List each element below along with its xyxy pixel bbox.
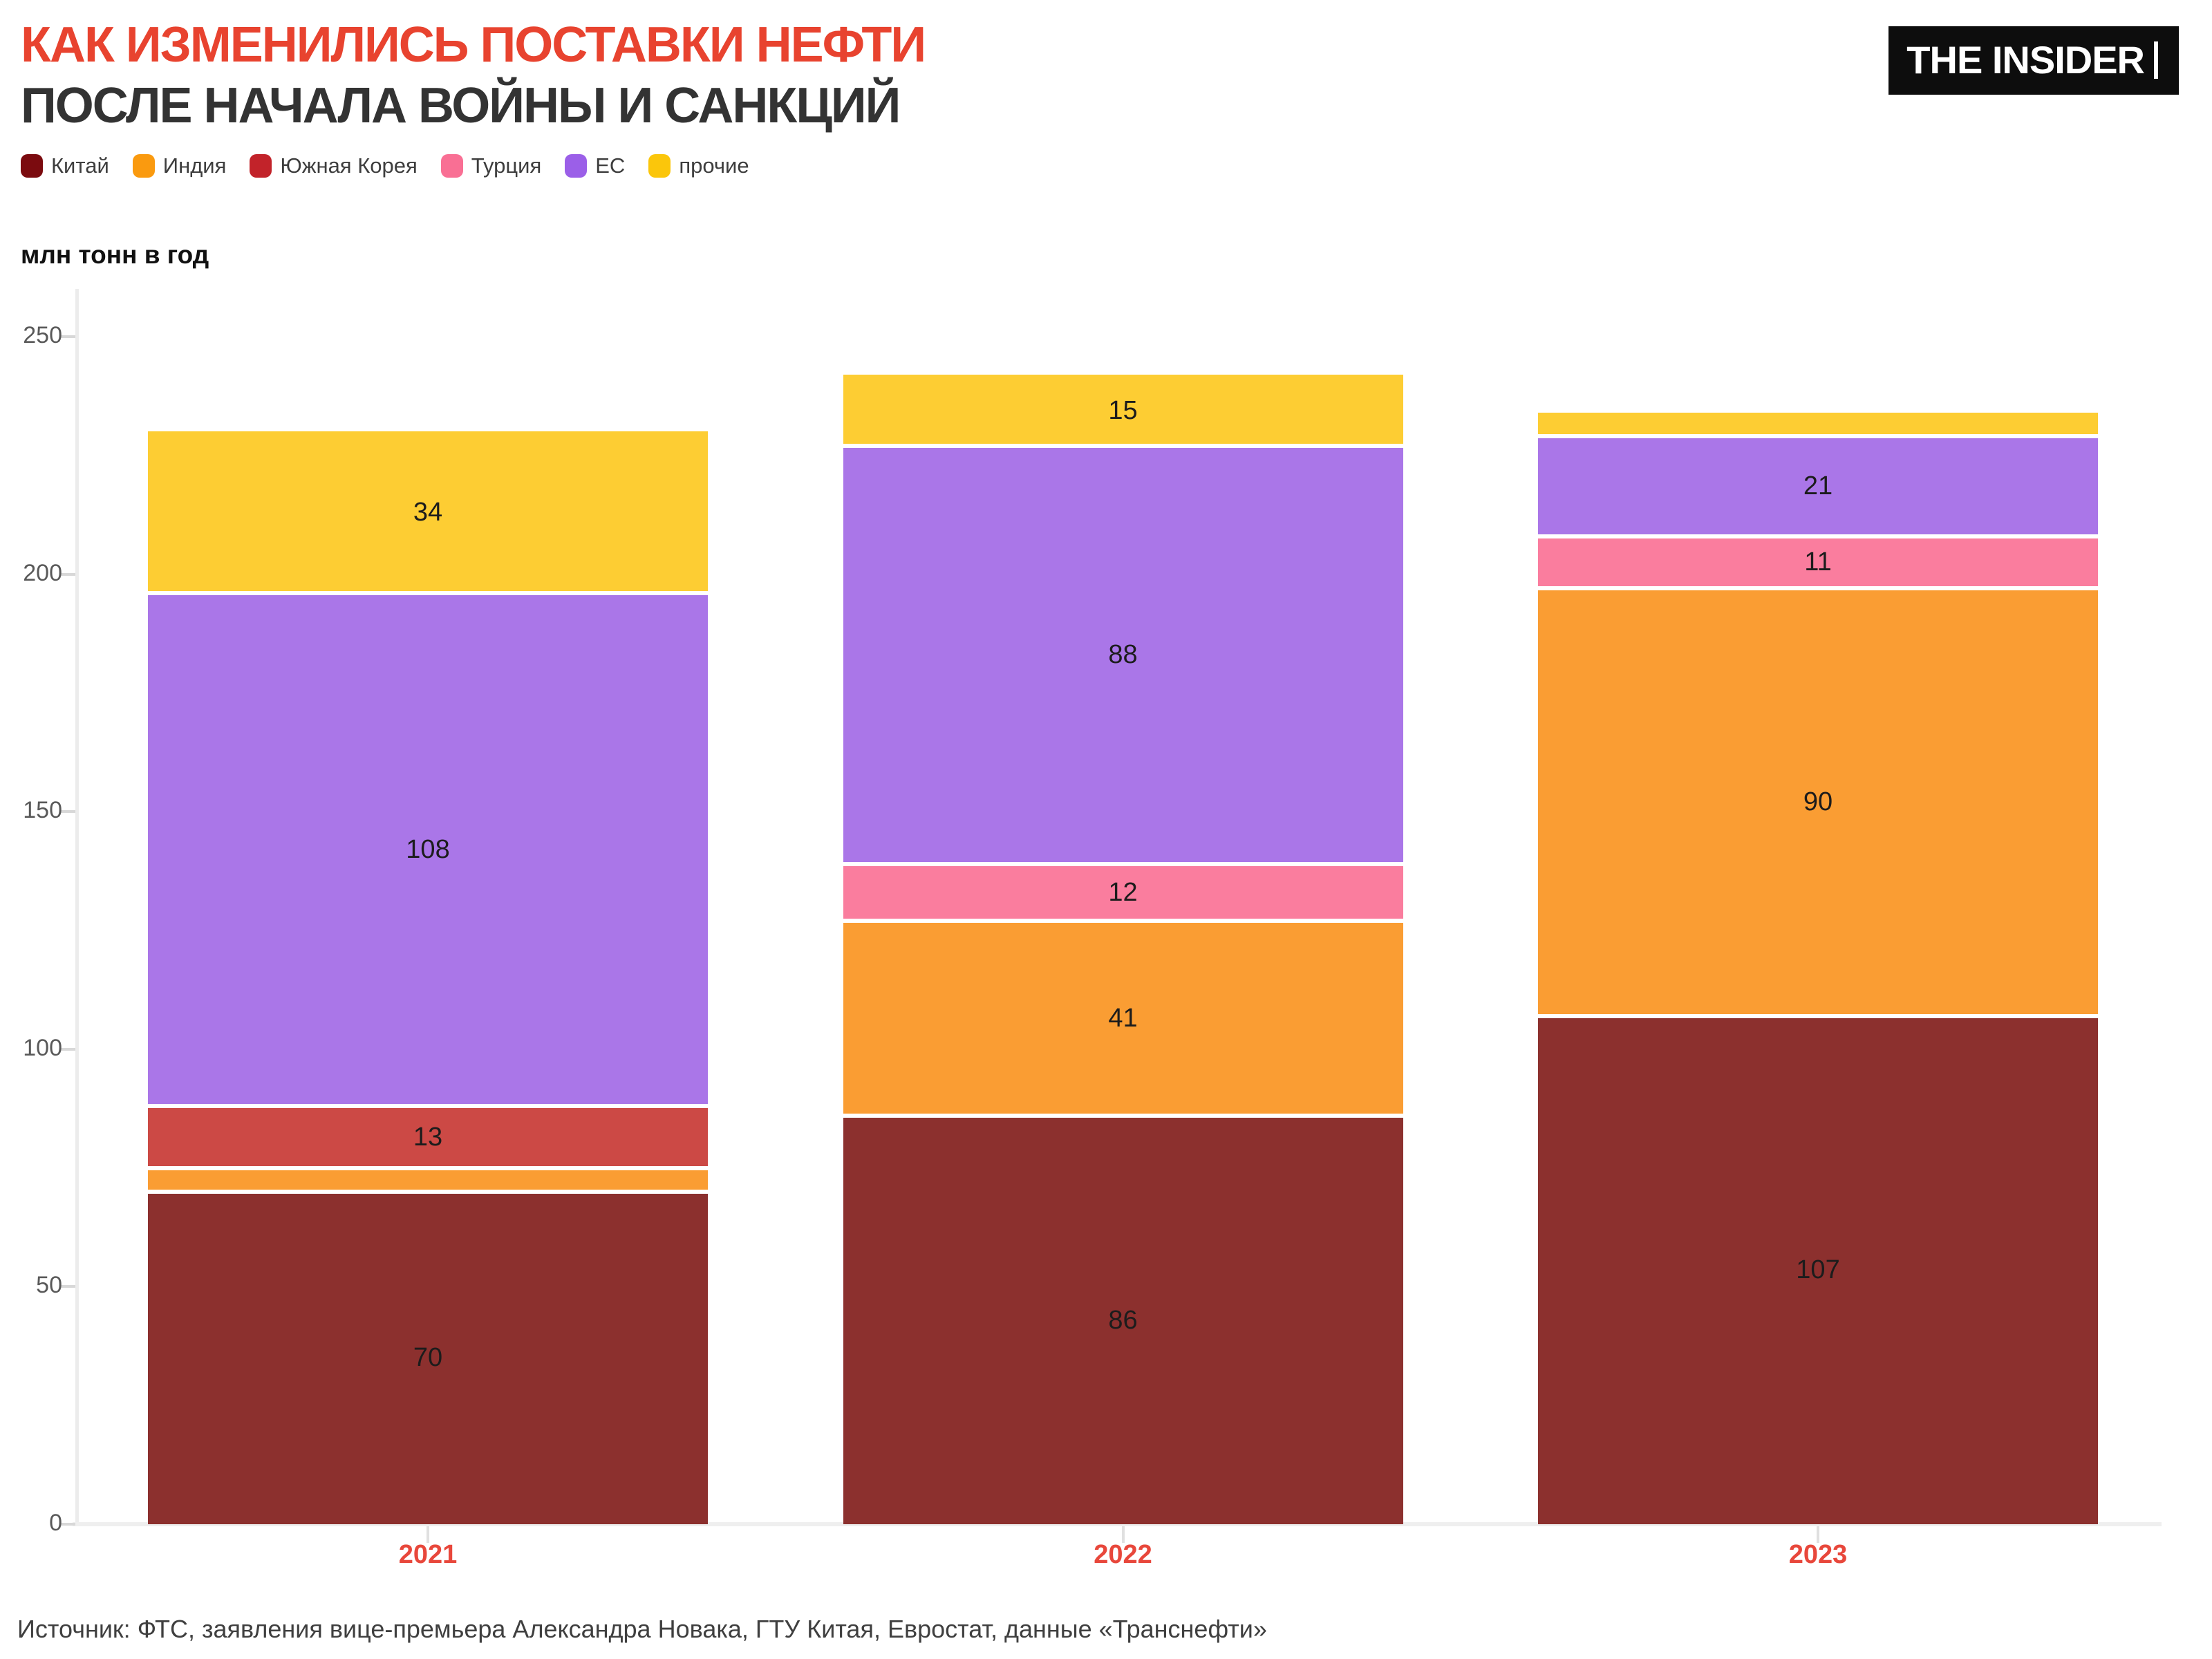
x-axis-label: 2022 — [1094, 1540, 1152, 1569]
segment-value-label: 11 — [1804, 547, 1832, 577]
logo-text: THE INSIDER — [1906, 38, 2145, 82]
segment-divider — [843, 1114, 1403, 1118]
x-axis-tick — [1817, 1526, 1819, 1543]
bar-segment — [148, 593, 708, 1107]
legend-swatch-icon — [648, 154, 671, 178]
segment-divider — [843, 444, 1403, 449]
legend-item: Турция — [440, 153, 542, 178]
legend-item: Индия — [132, 153, 227, 178]
bar-segment — [843, 446, 1403, 864]
bar-segment — [1538, 412, 2098, 437]
y-axis-tick — [59, 1285, 75, 1288]
x-axis-tick — [1121, 1526, 1125, 1543]
bar-segment — [1538, 536, 2098, 589]
segment-divider — [148, 1189, 708, 1194]
bar-segment — [843, 374, 1403, 447]
legend-item: ЕС — [565, 153, 625, 178]
y-tick-label: 50 — [36, 1272, 62, 1299]
bar-segment — [1538, 1015, 2098, 1524]
segment-value-label: 34 — [413, 498, 443, 527]
segment-value-label: 108 — [406, 835, 450, 865]
segment-value-label: 41 — [1108, 1004, 1138, 1033]
segment-value-label: 12 — [1108, 878, 1138, 908]
segment-divider — [1538, 534, 2098, 538]
y-axis-tick — [59, 572, 75, 576]
bar-segment — [148, 1191, 708, 1524]
segment-divider — [148, 1104, 708, 1109]
legend-swatch-icon — [132, 154, 155, 178]
y-tick-label: 150 — [23, 797, 62, 824]
the-insider-logo: THE INSIDER — [1888, 26, 2179, 95]
logo-cursor-bar — [2154, 41, 2158, 79]
bar-segment — [1538, 588, 2098, 1016]
bar-segment — [148, 431, 708, 594]
legend-swatch-icon — [250, 154, 272, 178]
y-tick-label: 100 — [23, 1034, 62, 1061]
legend-label: ЕС — [595, 153, 626, 178]
y-tick-label: 0 — [49, 1510, 62, 1536]
segment-divider — [1538, 586, 2098, 591]
segment-divider — [843, 919, 1403, 924]
y-axis-units-label: млн тонн в год — [21, 241, 209, 269]
legend: Китай Индия Южная Корея Турция ЕС прочие — [21, 153, 749, 178]
legend-label: прочие — [679, 153, 749, 178]
x-axis-label: 2023 — [1788, 1540, 1848, 1569]
y-axis-tick — [59, 1523, 75, 1526]
bar-segment — [148, 1106, 708, 1168]
segment-divider — [148, 1165, 708, 1170]
y-axis-tick — [59, 335, 75, 338]
x-axis-tick — [427, 1526, 429, 1543]
segment-divider — [148, 591, 708, 596]
segment-value-label: 107 — [1796, 1255, 1840, 1285]
segment-value-label: 86 — [1108, 1305, 1138, 1335]
bar-segment — [843, 1116, 1403, 1524]
segment-divider — [843, 861, 1403, 866]
legend-swatch-icon — [565, 154, 588, 178]
legend-swatch-icon — [21, 154, 43, 178]
source-note: Источник: ФТС, заявления вице-премьера А… — [17, 1615, 1267, 1643]
legend-item: Южная Корея — [250, 153, 418, 178]
legend-label: Южная Корея — [280, 153, 418, 178]
segment-value-label: 15 — [1108, 395, 1138, 425]
y-tick-label: 250 — [23, 322, 62, 348]
page-title-line-1: КАК ИЗМЕНИЛИСЬ ПОСТАВКИ НЕФТИ — [21, 17, 926, 73]
page-title-line-2: ПОСЛЕ НАЧАЛА ВОЙНЫ И САНКЦИЙ — [21, 78, 901, 133]
y-axis-tick — [59, 810, 75, 814]
legend-label: Индия — [162, 153, 227, 178]
x-axis-line — [73, 1522, 2162, 1526]
y-tick-label: 200 — [23, 559, 62, 586]
segment-divider — [1538, 1013, 2098, 1018]
segment-value-label: 90 — [1803, 787, 1833, 817]
bar-segment — [1538, 436, 2098, 536]
x-axis-label: 2021 — [398, 1540, 458, 1569]
legend-swatch-icon — [440, 154, 463, 178]
segment-value-label: 70 — [413, 1343, 443, 1373]
bar-segment — [843, 921, 1403, 1116]
segment-value-label: 21 — [1803, 471, 1833, 501]
y-axis-tick — [59, 1047, 75, 1051]
segment-divider — [1538, 434, 2098, 439]
y-axis-line — [75, 289, 79, 1524]
legend-item: Китай — [21, 153, 109, 178]
legend-item: прочие — [648, 153, 749, 178]
bar-segment — [843, 863, 1403, 921]
legend-label: Китай — [51, 153, 109, 178]
segment-value-label: 13 — [413, 1122, 443, 1152]
segment-value-label: 88 — [1108, 640, 1138, 670]
bar-segment — [148, 1168, 708, 1192]
legend-label: Турция — [471, 153, 542, 178]
